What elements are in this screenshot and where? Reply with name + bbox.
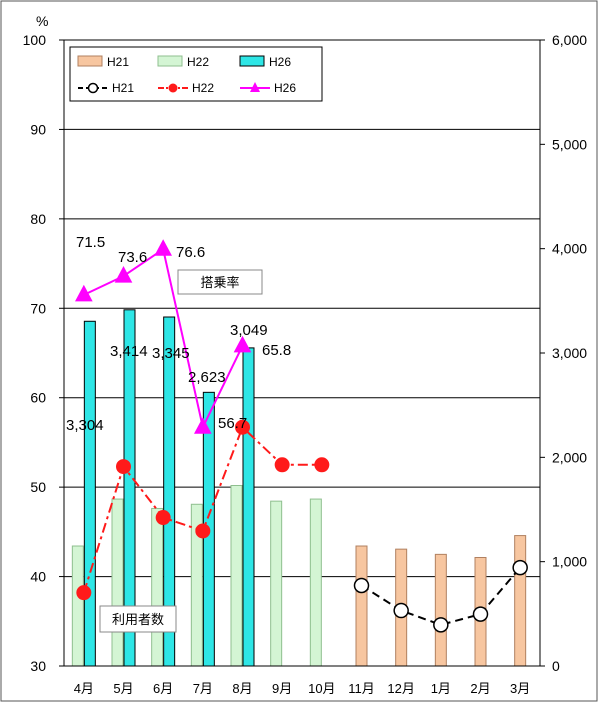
legend-label-bar-h26: H26 [269,55,291,69]
left-tick-label: 50 [30,479,46,495]
legend-label-bar-h22: H22 [187,55,209,69]
month-label-9: 1月 [431,681,451,696]
point-h22-4 [235,419,250,435]
line-label-h26-0: 71.5 [76,234,105,251]
bar-h22-4 [230,485,243,667]
legend-label-line-h21: H21 [112,81,134,95]
month-label-10: 2月 [470,681,490,696]
point-h21-1 [393,602,409,619]
month-label-7: 11月 [348,681,375,696]
month-label-2: 6月 [153,681,173,696]
point-h26-4 [233,335,252,353]
x-axis-ticks: 4月 5月 6月 7月 8月 9月 10月 11月 12月 1月 2月 3月 [74,681,531,696]
right-axis-ticks: 0 1,000 2,000 3,000 4,000 5,000 6,000 [540,32,587,674]
line-label-h26-4: 65.8 [262,342,291,359]
y-unit-label: % [36,13,48,29]
svg-text:利用者数: 利用者数 [112,612,164,627]
bar-label-h26-3: 2,623 [188,369,226,386]
point-h22-2 [155,510,171,526]
legend-marker-h22 [168,83,178,93]
month-label-1: 5月 [113,681,133,696]
legend-box [69,46,323,102]
left-tick-label: 70 [30,300,46,316]
point-h26-2 [154,239,173,256]
left-tick-label: 60 [30,390,46,406]
legend-swatch-bar-h22 [157,55,183,67]
bar-h22-6 [309,498,322,667]
legend: H21 H22 H26 H21 H22 H26 [69,46,323,102]
point-h21-2 [433,617,449,633]
plot-frame [63,39,541,667]
left-tick-label: 90 [30,121,46,137]
left-tick-label: 80 [30,211,46,227]
right-tick-label: 1,000 [552,554,587,570]
bar-h22-2 [151,507,164,667]
right-tick-label: 3,000 [552,345,587,361]
legend-marker-h26 [250,82,260,92]
svg-text:搭乗率: 搭乗率 [200,275,239,290]
point-h26-1 [114,266,133,283]
left-tick-label: 100 [23,32,47,48]
right-tick-label: 4,000 [552,241,587,257]
line-label-h26-3: 56.7 [218,415,247,432]
annotation-users: 利用者数 [99,605,177,633]
legend-marker-h21 [87,82,99,94]
point-h21-0 [353,577,370,594]
legend-label-bar-h21: H21 [107,55,129,69]
bar-label-h26-1: 3,414 [110,343,148,360]
line-h21 [360,566,521,626]
right-tick-label: 6,000 [552,32,587,48]
bar-label-h26-4: 3,049 [230,322,268,339]
point-h22-0 [76,585,92,601]
data-labels: 3,304 3,414 3,345 2,623 3,049 71.5 73.6 76.6 56.… [66,234,291,434]
bar-h22-5 [270,500,283,667]
bar-h21-9 [434,553,447,667]
month-label-8: 12月 [387,681,414,696]
left-axis-ticks: 30 40 50 60 70 80 90 100 [23,32,64,674]
month-label-11: 3月 [510,681,530,696]
bar-h26-4 [242,347,255,667]
point-h26-0 [75,284,93,302]
bar-h26-0 [83,320,96,667]
bar-h21-11 [514,535,527,667]
legend-swatch-bar-h21 [77,55,103,67]
legend-label-line-h26: H26 [274,81,296,95]
point-h21-4 [512,559,528,576]
bar-h22-1 [111,498,124,667]
left-tick-label: 40 [30,569,46,585]
right-tick-label: 5,000 [552,136,587,152]
bar-h21-7 [355,545,368,667]
point-h22-3 [195,523,211,539]
point-h22-5 [274,457,290,473]
point-h22-1 [116,459,131,475]
point-h21-3 [472,606,489,622]
legend-label-line-h22: H22 [192,81,214,95]
line-series [75,239,528,633]
right-tick-label: 2,000 [552,449,587,465]
month-label-6: 10月 [308,681,335,696]
bar-h22-0 [71,545,84,667]
line-label-h26-2: 76.6 [176,244,205,261]
month-label-4: 8月 [232,681,252,696]
line-label-h26-1: 73.6 [118,249,147,266]
month-label-0: 4月 [74,681,94,696]
month-label-3: 7月 [193,681,213,696]
legend-swatch-bar-h26 [239,55,265,67]
point-h22-6 [314,457,330,473]
bar-label-h26-0: 3,304 [66,417,104,434]
bar-label-h26-2: 3,345 [152,345,190,362]
left-tick-label: 30 [30,658,46,674]
month-label-5: 9月 [272,681,292,696]
annotation-load-factor: 搭乗率 [177,269,263,295]
point-h26-3 [193,417,212,434]
right-tick-label: 0 [552,658,560,674]
